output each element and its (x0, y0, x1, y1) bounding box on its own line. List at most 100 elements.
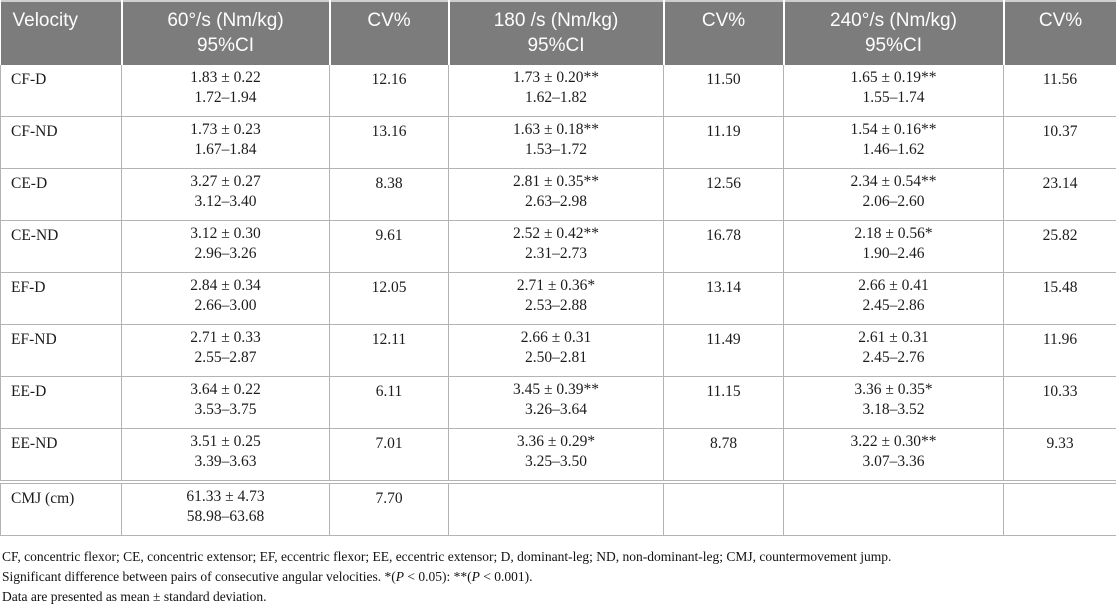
mean-value: 2.81 ± 0.35** (450, 172, 662, 192)
footnote-abbreviations: CF, concentric flexor; CE, concentric ex… (2, 547, 1116, 567)
cell-180: 1.63 ± 0.18**1.53–1.72 (449, 117, 664, 169)
mean-value: 1.54 ± 0.16** (785, 120, 1002, 140)
cell-240: 3.36 ± 0.35*3.18–3.52 (784, 377, 1004, 429)
table-header: Velocity 60°/s (Nm/kg)95%CI CV% 180 /s (… (1, 1, 1116, 65)
mean-value: 2.34 ± 0.54** (785, 172, 1002, 192)
mean-value: 1.73 ± 0.20** (450, 68, 662, 88)
row-label: CE-ND (1, 221, 122, 273)
table-footnotes: CF, concentric flexor; CE, concentric ex… (2, 547, 1116, 607)
cv-value: 11.56 (1004, 65, 1116, 117)
cv-value: 10.33 (1004, 377, 1116, 429)
ci-value: 2.53–2.88 (450, 296, 662, 316)
cv-value: 15.48 (1004, 273, 1116, 325)
ci-value: 1.90–2.46 (785, 244, 1002, 264)
footnote-text-part: Significant difference between pairs of … (2, 569, 396, 584)
header-label: Velocity (13, 10, 78, 31)
ci-value: 2.66–3.00 (123, 296, 328, 316)
mean-value: 2.84 ± 0.34 (123, 276, 328, 296)
ci-value: 2.06–2.60 (785, 192, 1002, 212)
cell-180: 3.45 ± 0.39**3.26–3.64 (449, 377, 664, 429)
ci-value: 2.63–2.98 (450, 192, 662, 212)
mean-value: 2.71 ± 0.36* (450, 276, 662, 296)
cv-value (1004, 482, 1116, 536)
ci-value: 1.55–1.74 (785, 88, 1002, 108)
footnote-text-part: < 0.001). (480, 569, 533, 584)
ci-value: 1.53–1.72 (450, 140, 662, 160)
row-label: CE-D (1, 169, 122, 221)
ci-value: 3.18–3.52 (785, 400, 1002, 420)
mean-value: 3.36 ± 0.29* (450, 432, 662, 452)
column-header-60: 60°/s (Nm/kg)95%CI (122, 1, 330, 65)
mean-value: 3.51 ± 0.25 (123, 432, 328, 452)
ci-value: 1.46–1.62 (785, 140, 1002, 160)
mean-value: 2.66 ± 0.31 (450, 328, 662, 348)
ci-value: 3.53–3.75 (123, 400, 328, 420)
cv-value: 16.78 (664, 221, 784, 273)
mean-value: 1.83 ± 0.22 (123, 68, 328, 88)
mean-value: 2.66 ± 0.41 (785, 276, 1002, 296)
column-header-cv180: CV% (664, 1, 784, 65)
ci-value: 2.45–2.76 (785, 348, 1002, 368)
cell-180: 3.36 ± 0.29*3.25–3.50 (449, 429, 664, 483)
ci-value: 3.07–3.36 (785, 452, 1002, 472)
row-label: CMJ (cm) (1, 482, 122, 536)
ci-value: 3.25–3.50 (450, 452, 662, 472)
row-label: EF-D (1, 273, 122, 325)
cell-180: 2.71 ± 0.36*2.53–2.88 (449, 273, 664, 325)
ci-value: 1.72–1.94 (123, 88, 328, 108)
mean-value: 2.18 ± 0.56* (785, 224, 1002, 244)
cv-value: 12.11 (330, 325, 449, 377)
mean-value: 1.73 ± 0.23 (123, 120, 328, 140)
mean-value: 3.27 ± 0.27 (123, 172, 328, 192)
header-label: 60°/s (Nm/kg) (167, 10, 283, 31)
cv-value: 13.14 (664, 273, 784, 325)
cv-value: 11.15 (664, 377, 784, 429)
cell-240: 1.65 ± 0.19**1.55–1.74 (784, 65, 1004, 117)
mean-value: 2.52 ± 0.42** (450, 224, 662, 244)
row-label: CF-D (1, 65, 122, 117)
header-label: CV% (702, 10, 745, 31)
column-header-velocity: Velocity (1, 1, 122, 65)
row-label: EF-ND (1, 325, 122, 377)
cv-value: 13.16 (330, 117, 449, 169)
cell-240: 1.54 ± 0.16**1.46–1.62 (784, 117, 1004, 169)
ci-value: 3.12–3.40 (123, 192, 328, 212)
footnote-text-part: P (472, 569, 480, 584)
cv-value: 11.50 (664, 65, 784, 117)
header-label: CV% (367, 10, 410, 31)
mean-value: 3.22 ± 0.30** (785, 432, 1002, 452)
header-label: 180 /s (Nm/kg) (494, 10, 619, 31)
cv-value (664, 482, 784, 536)
cell-240: 2.34 ± 0.54**2.06–2.60 (784, 169, 1004, 221)
ci-value: 2.96–3.26 (123, 244, 328, 264)
header-sublabel: 95%CI (789, 33, 999, 58)
ci-value: 3.26–3.64 (450, 400, 662, 420)
footnote-significance: Significant difference between pairs of … (2, 567, 1116, 587)
header-row: Velocity 60°/s (Nm/kg)95%CI CV% 180 /s (… (1, 1, 1116, 65)
ci-value: 3.39–3.63 (123, 452, 328, 472)
row-label: EE-D (1, 377, 122, 429)
cv-value: 9.61 (330, 221, 449, 273)
cell-180 (449, 482, 664, 536)
cv-value: 7.70 (330, 482, 449, 536)
ci-value: 2.45–2.86 (785, 296, 1002, 316)
ci-value: 2.55–2.87 (123, 348, 328, 368)
column-header-180: 180 /s (Nm/kg)95%CI (449, 1, 664, 65)
header-label: 240°/s (Nm/kg) (830, 10, 957, 31)
cv-value: 11.19 (664, 117, 784, 169)
